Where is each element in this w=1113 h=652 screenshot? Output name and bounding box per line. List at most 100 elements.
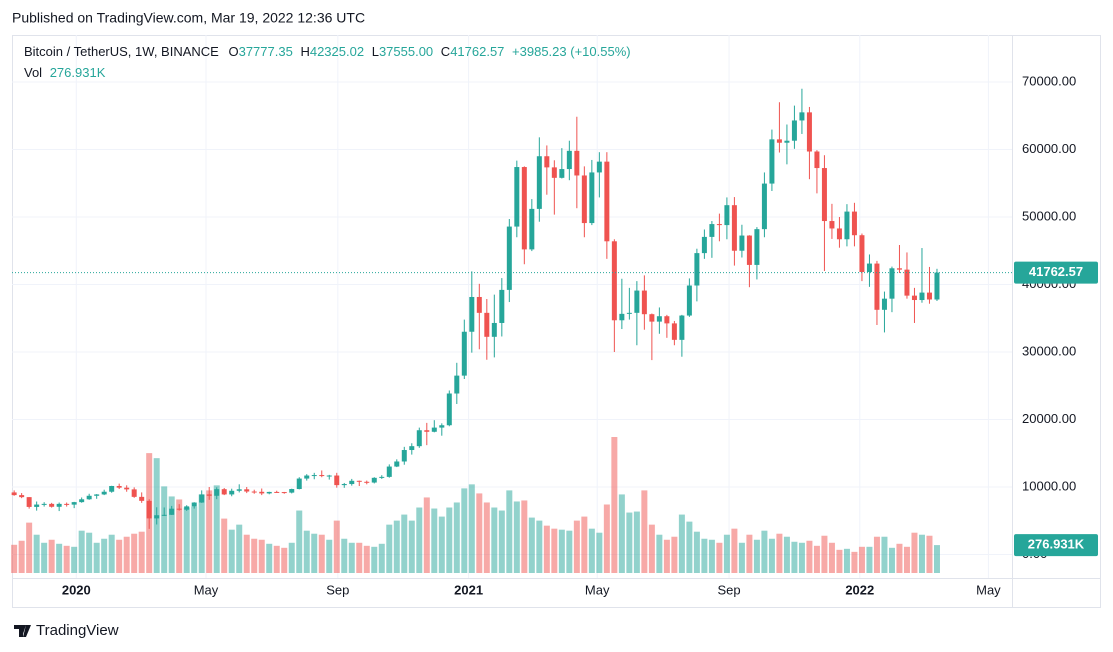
legend: Bitcoin / TetherUS, 1W, BINANCE O37777.3…	[24, 44, 631, 59]
candle-body	[371, 477, 377, 483]
volume-bar	[498, 510, 505, 573]
candle-body	[889, 268, 895, 299]
candle-body	[146, 500, 152, 519]
x-tick-label: May	[585, 582, 610, 597]
volume-bar	[708, 539, 715, 573]
candle-body	[244, 489, 250, 492]
volume-bar	[813, 545, 820, 573]
footer-text: TradingView	[36, 622, 119, 639]
volume-bar	[911, 532, 918, 573]
volume-bar	[648, 524, 655, 573]
volume-bar	[806, 540, 813, 573]
volume-bar	[386, 524, 393, 573]
candle-body	[116, 485, 122, 488]
volume-bar	[543, 525, 550, 573]
volume-bar	[11, 544, 18, 573]
candle-body	[551, 167, 557, 178]
candle-body	[754, 229, 760, 265]
volume-tag-label: 276.931K	[1028, 537, 1085, 552]
volume-bar	[183, 507, 190, 573]
candle-body	[604, 161, 610, 242]
volume-bar	[851, 551, 858, 573]
candle-body	[34, 504, 40, 507]
volume-bar	[596, 532, 603, 573]
x-tick-label: Sep	[326, 582, 349, 597]
volume-bar	[48, 539, 55, 573]
volume-bar	[513, 501, 520, 573]
candle-body	[806, 112, 812, 152]
candle-body	[161, 514, 167, 516]
volume-bar	[783, 536, 790, 573]
volume-bar	[423, 497, 430, 573]
volume-bar	[191, 506, 198, 573]
x-tick-label: 2020	[62, 582, 91, 597]
candle-body	[139, 496, 145, 501]
volume-bar	[768, 538, 775, 573]
volume-bar	[228, 529, 235, 573]
y-tick-label: 50000.00	[1022, 208, 1076, 223]
candle-body	[896, 268, 902, 270]
candle-body	[814, 151, 820, 169]
header: Published on TradingView.com, Mar 19, 20…	[12, 10, 365, 26]
volume-bar	[731, 528, 738, 573]
candle-body	[851, 211, 857, 236]
volume-bar	[753, 539, 760, 573]
candle-body	[739, 235, 745, 251]
volume-bar	[431, 508, 438, 573]
volume-bar	[866, 546, 873, 573]
candle-body	[94, 494, 100, 496]
candle-body	[634, 290, 640, 313]
volume-bar	[71, 546, 78, 573]
candle-body	[491, 322, 497, 337]
volume-bar	[116, 539, 123, 573]
volume-bar	[273, 545, 280, 573]
candle-body	[394, 461, 400, 467]
candle-body	[296, 478, 302, 490]
candle-body	[791, 120, 797, 141]
volume-bar	[618, 494, 625, 573]
volume-bar	[18, 540, 25, 573]
volume-bar	[566, 530, 573, 573]
volume-bar	[641, 490, 648, 573]
candle-body	[461, 331, 467, 376]
volume-bar	[558, 529, 565, 573]
candle-body	[289, 489, 295, 493]
candle-body	[439, 425, 445, 428]
volume-bar	[348, 542, 355, 573]
volume-bar	[56, 543, 63, 573]
candle-body	[934, 272, 940, 300]
volume-bar	[881, 536, 888, 573]
candle-body	[221, 489, 227, 495]
candle-body	[799, 112, 805, 121]
volume-bar	[776, 533, 783, 573]
volume-bar	[93, 542, 100, 573]
candle-body	[379, 476, 385, 478]
legend-value: 41762.57	[450, 44, 504, 59]
volume-bar	[633, 511, 640, 573]
volume-bar	[131, 533, 138, 573]
candle-body	[619, 313, 625, 321]
volume-bar	[828, 542, 835, 573]
candle-body	[821, 168, 827, 222]
volume-bar	[821, 535, 828, 573]
candle-body	[169, 508, 175, 515]
legend-value: 37555.00	[379, 44, 433, 59]
volume-bar	[123, 536, 130, 573]
candle-body	[454, 375, 460, 394]
candle-body	[656, 316, 662, 322]
x-tick-label: May	[194, 582, 219, 597]
volume-bar	[86, 532, 93, 573]
volume-bar	[326, 539, 333, 573]
volume-bar	[611, 437, 618, 573]
candle-body	[769, 139, 775, 184]
candle-body	[649, 314, 655, 322]
candle-body	[859, 235, 865, 273]
volume-bar	[446, 507, 453, 573]
candle-body	[866, 263, 872, 273]
legend-key: C	[441, 44, 450, 59]
candle-body	[514, 167, 520, 227]
volume-bar	[836, 549, 843, 573]
candle-body	[521, 167, 527, 250]
volume-bar	[671, 536, 678, 573]
